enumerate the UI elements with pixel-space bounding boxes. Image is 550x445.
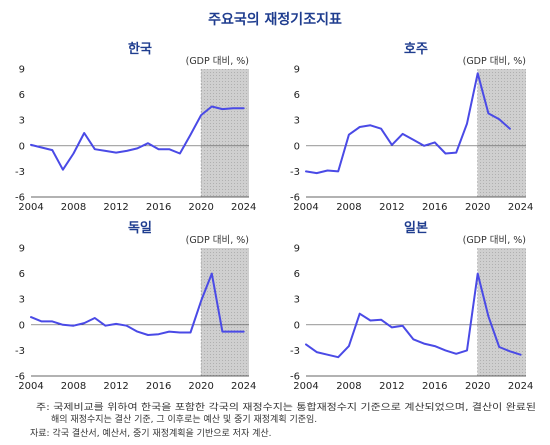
x-tick-label: 2020 [188, 202, 213, 213]
x-tick-label: 2020 [188, 381, 213, 392]
x-tick-label: 2004 [293, 202, 318, 213]
y-tick-label: 9 [294, 244, 300, 255]
y-tick-label: -3 [290, 167, 300, 178]
forecast-shade [477, 248, 526, 376]
forecast-shade [201, 248, 249, 376]
y-tick-label: 6 [294, 269, 300, 280]
y-tick-label: 6 [294, 90, 300, 101]
chart-panel-3: 독일 (GDP 대비, %) -6 -3 0 3 6 9 2004 2008 2012 2016 202… [15, 221, 256, 392]
series-line [305, 72, 511, 175]
x-tick-label: 2008 [336, 381, 361, 392]
unit-label: (GDP 대비, %) [186, 56, 249, 67]
x-tick-label: 2016 [422, 381, 447, 392]
x-tick-label: 2012 [379, 202, 404, 213]
x-tick-label: 2012 [103, 381, 128, 392]
x-tick-label: 2024 [508, 202, 533, 213]
series-line [30, 272, 245, 336]
panel-title: 호주 [404, 42, 428, 57]
y-tick-label: 0 [294, 141, 300, 152]
y-tick-label: -6 [290, 193, 300, 204]
x-tick-label: 2012 [103, 202, 128, 213]
footnote-line-2: 해의 재정수지는 결산 기준, 그 이후로는 예산 및 중기 재정계획 기준임. [51, 413, 317, 425]
unit-label: (GDP 대비, %) [186, 235, 249, 246]
chart-panel-4: 일본 (GDP 대비, %) -6 -3 0 3 6 9 2004 2008 2012 2016 202… [290, 221, 533, 392]
y-tick-label: 0 [19, 141, 25, 152]
y-tick-label: -3 [15, 167, 25, 178]
y-tick-label: 9 [19, 244, 25, 255]
x-tick-label: 2008 [61, 381, 86, 392]
charts-area: 한국 (GDP 대비, %) -6 -3 0 3 6 9 2004 2008 2012 2016 202… [15, 41, 533, 392]
x-tick-label: 2020 [465, 381, 490, 392]
y-tick-label: -6 [290, 372, 300, 383]
y-tick-label: 6 [19, 90, 25, 101]
unit-label: (GDP 대비, %) [463, 56, 526, 67]
x-tick-label: 2004 [18, 381, 43, 392]
x-tick-label: 2004 [18, 202, 43, 213]
y-tick-label: 3 [294, 116, 300, 127]
x-tick-label: 2016 [146, 202, 171, 213]
x-tick-label: 2024 [508, 381, 533, 392]
panel-title: 일본 [404, 221, 428, 236]
series-line [305, 272, 522, 359]
y-tick-label: -3 [290, 346, 300, 357]
unit-label: (GDP 대비, %) [463, 235, 526, 246]
series-line [30, 105, 245, 171]
x-tick-label: 2008 [61, 202, 86, 213]
forecast-shade [477, 69, 526, 197]
forecast-shade [201, 69, 249, 197]
y-tick-label: 3 [294, 295, 300, 306]
y-tick-label: -3 [15, 346, 25, 357]
x-tick-label: 2020 [465, 202, 490, 213]
footnote-line-1: 주: 국제비교를 위하여 한국을 포함한 각국의 재정수지는 통합재정수지 기준… [36, 401, 536, 413]
x-tick-label: 2004 [293, 381, 318, 392]
x-tick-label: 2024 [231, 202, 256, 213]
y-tick-label: 3 [19, 116, 25, 127]
y-tick-label: -6 [15, 193, 25, 204]
chart-panel-2: 호주 (GDP 대비, %) -6 -3 0 3 6 9 2004 2008 2012 2016 202… [290, 42, 533, 213]
panel-title: 독일 [128, 221, 152, 236]
x-tick-label: 2024 [231, 381, 256, 392]
y-tick-label: 9 [19, 65, 25, 76]
y-tick-label: 0 [294, 320, 300, 331]
x-tick-label: 2012 [379, 381, 404, 392]
y-tick-label: 9 [294, 65, 300, 76]
main-title: 주요국의 재정기조지표 [208, 11, 342, 28]
x-tick-label: 2016 [146, 381, 171, 392]
panel-title: 한국 [128, 41, 152, 57]
y-tick-label: -6 [15, 372, 25, 383]
y-tick-label: 3 [19, 295, 25, 306]
y-tick-label: 6 [19, 269, 25, 280]
x-tick-label: 2008 [336, 202, 361, 213]
y-tick-label: 0 [19, 320, 25, 331]
chart-panel-1: 한국 (GDP 대비, %) -6 -3 0 3 6 9 2004 2008 2012 2016 202… [15, 41, 256, 213]
source-note: 자료: 각국 결산서, 예산서, 중기 재정계획을 기반으로 저자 계산. [30, 427, 272, 439]
x-tick-label: 2016 [422, 202, 447, 213]
